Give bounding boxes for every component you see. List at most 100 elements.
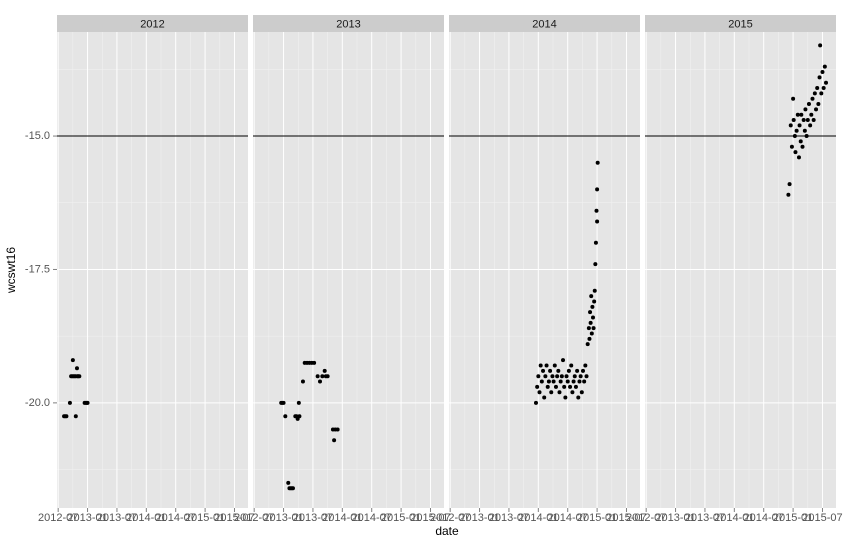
point bbox=[74, 366, 79, 371]
point bbox=[819, 91, 824, 96]
y-tick-label: -17.5 bbox=[25, 263, 50, 275]
point bbox=[562, 384, 567, 389]
point bbox=[821, 86, 826, 91]
point bbox=[70, 358, 75, 363]
point bbox=[595, 187, 600, 192]
point bbox=[576, 395, 581, 400]
point bbox=[67, 400, 72, 405]
x-tick-label: 2012-07 bbox=[626, 512, 666, 524]
point bbox=[587, 336, 592, 341]
point bbox=[569, 363, 574, 368]
y-tick-label: -20.0 bbox=[25, 397, 50, 409]
point bbox=[791, 118, 796, 123]
point bbox=[539, 379, 544, 384]
point bbox=[588, 320, 593, 325]
point bbox=[570, 390, 575, 395]
panel-background bbox=[253, 32, 444, 508]
panel-background bbox=[449, 32, 640, 508]
point bbox=[551, 379, 556, 384]
point bbox=[592, 299, 597, 304]
point bbox=[814, 107, 819, 112]
point bbox=[290, 486, 295, 491]
point bbox=[578, 374, 583, 379]
point bbox=[803, 107, 808, 112]
x-tick-label: 2014-01 bbox=[322, 512, 362, 524]
point bbox=[315, 374, 320, 379]
point bbox=[556, 368, 561, 373]
point bbox=[824, 80, 829, 85]
point bbox=[322, 368, 327, 373]
x-tick-label: 2012-07 bbox=[430, 512, 470, 524]
strip-background bbox=[57, 15, 248, 32]
x-tick-label: 2013-01 bbox=[263, 512, 303, 524]
x-tick-label: 2013-07 bbox=[685, 512, 725, 524]
point bbox=[542, 395, 547, 400]
y-tick-label: -15.0 bbox=[25, 130, 50, 142]
point bbox=[571, 379, 576, 384]
point bbox=[585, 342, 590, 347]
x-tick-label: 2015-07 bbox=[606, 512, 646, 524]
point bbox=[792, 134, 797, 139]
x-tick-label: 2015-07 bbox=[802, 512, 842, 524]
x-tick-label: 2015-01 bbox=[185, 512, 225, 524]
point bbox=[553, 384, 558, 389]
point bbox=[595, 219, 600, 224]
point bbox=[536, 374, 541, 379]
point bbox=[579, 390, 584, 395]
point bbox=[577, 379, 582, 384]
strip-label: 2013 bbox=[336, 18, 360, 30]
point bbox=[538, 363, 543, 368]
point bbox=[799, 112, 804, 117]
point bbox=[320, 374, 325, 379]
point bbox=[796, 155, 801, 160]
point bbox=[588, 310, 593, 315]
strip-label: 2012 bbox=[140, 18, 164, 30]
point bbox=[590, 304, 595, 309]
strip-label: 2014 bbox=[532, 18, 556, 30]
point bbox=[582, 379, 587, 384]
x-tick-label: 2014-01 bbox=[714, 512, 754, 524]
point bbox=[805, 118, 810, 123]
point bbox=[812, 91, 817, 96]
point bbox=[787, 182, 792, 187]
point bbox=[73, 414, 78, 419]
point bbox=[589, 294, 594, 299]
point bbox=[575, 368, 580, 373]
point bbox=[798, 139, 803, 144]
point bbox=[296, 400, 301, 405]
point bbox=[573, 384, 578, 389]
x-axis-title: date bbox=[435, 524, 459, 538]
strip-background bbox=[253, 15, 444, 32]
x-tick-label: 2014-07 bbox=[352, 512, 392, 524]
x-tick-label: 2015-07 bbox=[214, 512, 254, 524]
point bbox=[591, 326, 596, 331]
point bbox=[809, 112, 814, 117]
point bbox=[325, 374, 330, 379]
point bbox=[586, 326, 591, 331]
x-tick-label: 2013-01 bbox=[67, 512, 107, 524]
x-tick-label: 2014-01 bbox=[126, 512, 166, 524]
point bbox=[815, 86, 820, 91]
point bbox=[283, 414, 288, 419]
x-tick-label: 2015-07 bbox=[410, 512, 450, 524]
point bbox=[801, 118, 806, 123]
point bbox=[786, 192, 791, 197]
panel-background bbox=[645, 32, 836, 508]
point bbox=[788, 123, 793, 128]
x-tick-label: 2015-01 bbox=[773, 512, 813, 524]
x-tick-label: 2012-07 bbox=[38, 512, 78, 524]
point bbox=[802, 128, 807, 133]
point bbox=[558, 379, 563, 384]
point bbox=[549, 390, 554, 395]
point bbox=[580, 368, 585, 373]
point bbox=[286, 480, 291, 485]
point bbox=[545, 384, 550, 389]
x-tick-label: 2013-07 bbox=[97, 512, 137, 524]
panel-background bbox=[57, 32, 248, 508]
x-tick-label: 2014-07 bbox=[548, 512, 588, 524]
point bbox=[808, 123, 813, 128]
point bbox=[793, 150, 798, 155]
point bbox=[548, 368, 553, 373]
point bbox=[85, 400, 90, 405]
